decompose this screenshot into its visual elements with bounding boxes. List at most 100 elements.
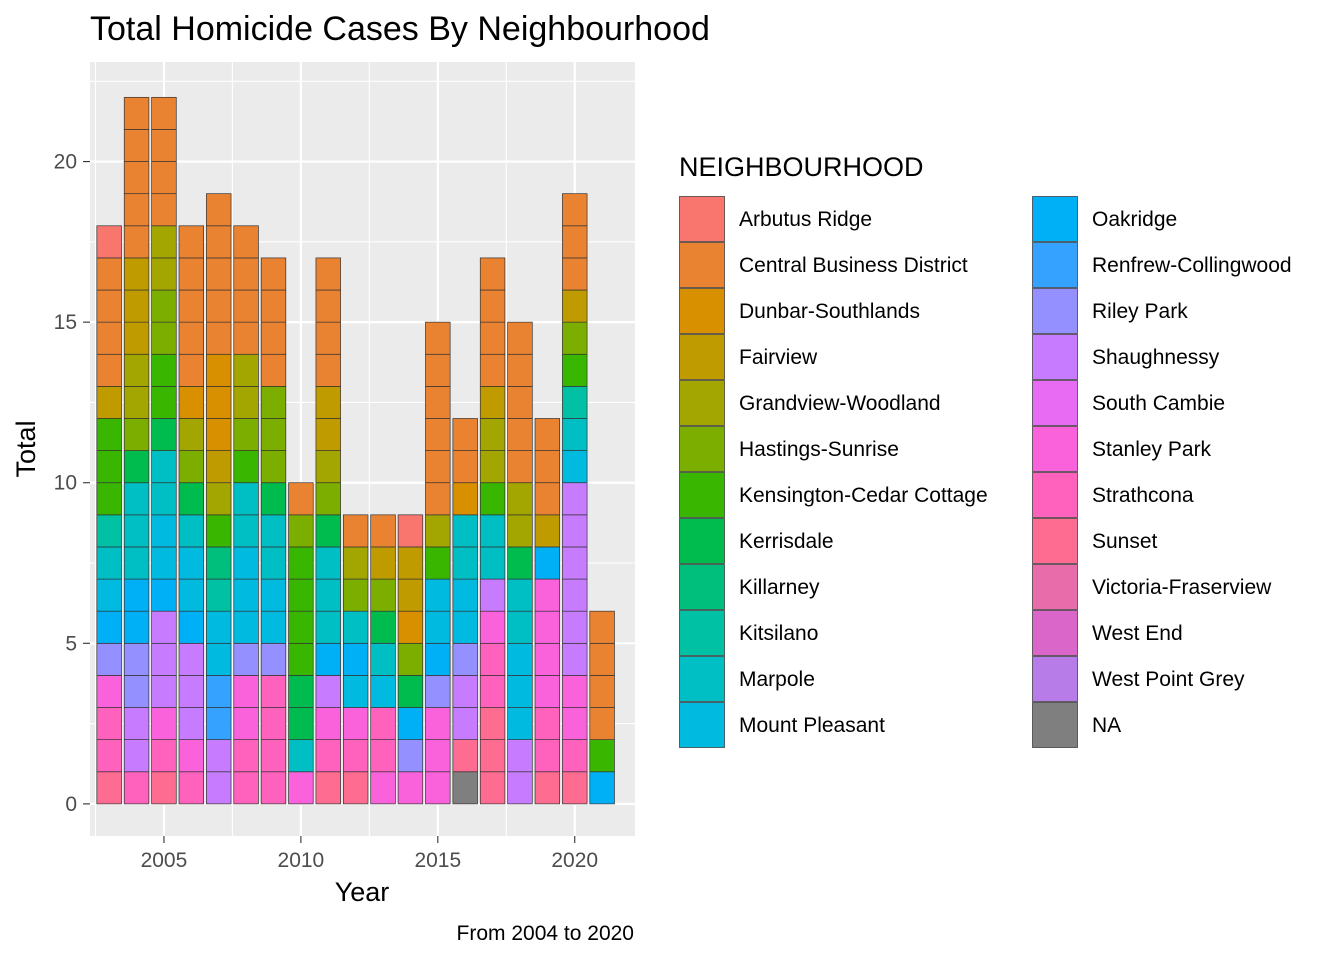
legend-entry: Stanley Park [1032, 426, 1212, 472]
legend-swatch [1032, 564, 1078, 610]
legend-label: Riley Park [1092, 300, 1188, 323]
bar-segment [233, 546, 259, 580]
bar-segment [370, 610, 396, 644]
bar-segment [479, 675, 506, 708]
bar-segment [479, 450, 506, 484]
bar-segment [178, 514, 205, 548]
legend-label: Sunset [1092, 530, 1158, 553]
bar-segment [206, 257, 232, 291]
bar-segment [96, 642, 122, 676]
legend-swatch [679, 288, 725, 334]
bar-segment [123, 450, 150, 484]
bar-segment [123, 610, 150, 644]
bar-segment [342, 546, 369, 580]
bar-segment [123, 353, 150, 387]
bar-segment [178, 257, 205, 291]
legend-swatch [1032, 380, 1078, 426]
bar-segment [178, 675, 205, 708]
legend-entry: Kitsilano [679, 610, 818, 656]
bar-segment [342, 739, 369, 773]
bar-segment [260, 610, 287, 644]
bar-segment [507, 418, 533, 451]
legend-swatch [1032, 702, 1078, 748]
bar-segment [178, 546, 205, 580]
legend-swatch [679, 518, 725, 564]
legend-label: South Cambie [1092, 392, 1225, 415]
bar-segment [233, 675, 259, 708]
bar-segment [178, 771, 205, 805]
legend-swatch [1032, 242, 1078, 288]
bar-segment [260, 450, 287, 484]
bar-segment [178, 739, 205, 773]
bar-segment [123, 546, 150, 580]
bar-segment [315, 675, 341, 708]
bar-segment [479, 353, 506, 387]
bar-segment [562, 321, 588, 355]
bar-segment [151, 771, 177, 805]
bar-segment [452, 739, 478, 773]
bar-segment [452, 418, 478, 451]
bar-segment [178, 418, 205, 451]
legend-label: Stanley Park [1092, 438, 1212, 461]
bar-segment [151, 96, 177, 130]
bar-segment [562, 193, 588, 227]
y-tick-label: 10 [54, 472, 77, 495]
bar-segment [96, 707, 122, 741]
bar-segment [206, 642, 232, 676]
x-axis: 2005 2010 2015 2020 [141, 836, 598, 872]
legend-swatch [679, 564, 725, 610]
bar-segment [397, 546, 424, 580]
bar-segment [123, 321, 150, 355]
bar-segment [123, 257, 150, 291]
bar-segment [562, 675, 588, 708]
bar-segment [507, 675, 533, 708]
bar-segment [370, 739, 396, 773]
bar-segment [178, 578, 205, 612]
bar-segment [96, 418, 122, 451]
bar-segment [589, 771, 615, 805]
bar-segment [151, 321, 177, 355]
bar-segment [206, 450, 232, 484]
bar-segment [206, 739, 232, 773]
y-tick-label: 15 [54, 311, 77, 334]
bar-segment [342, 771, 369, 805]
bar-segment [507, 353, 533, 387]
bar-segment [288, 707, 314, 741]
bar-segment [123, 129, 150, 162]
x-tick-label: 2010 [278, 849, 325, 872]
legend-swatch [679, 610, 725, 656]
legend-swatch [1032, 426, 1078, 472]
bar-segment [479, 386, 506, 419]
chart-caption: From 2004 to 2020 [457, 922, 634, 945]
legend-entry: South Cambie [1032, 380, 1225, 426]
bar-segment [288, 675, 314, 708]
legend-label: West Point Grey [1092, 668, 1245, 691]
bar-segment [479, 321, 506, 355]
bar-segment [151, 289, 177, 323]
bar-segment [397, 514, 424, 548]
bar-segment [315, 578, 341, 612]
bar-segment [507, 707, 533, 741]
bar-segment [233, 514, 259, 548]
y-tick-label: 20 [54, 151, 77, 174]
bar-segment [397, 610, 424, 644]
legend-entry: Central Business District [679, 242, 968, 288]
bar-segment [479, 546, 506, 580]
bar-segment [151, 578, 177, 612]
bar-segment [288, 771, 314, 805]
legend-entry: Sunset [1032, 518, 1158, 564]
bar-segment [479, 610, 506, 644]
bar-segment [589, 707, 615, 741]
bar-segment [534, 739, 561, 773]
bar-segment [96, 225, 122, 259]
bar-segment [123, 193, 150, 227]
bar-segment [233, 386, 259, 419]
bar-segment [288, 610, 314, 644]
bar-segment [452, 546, 478, 580]
bar-segment [452, 482, 478, 516]
bar-segment [178, 707, 205, 741]
bar-segment [479, 289, 506, 323]
bar-segment [452, 514, 478, 548]
bar-segment [562, 707, 588, 741]
